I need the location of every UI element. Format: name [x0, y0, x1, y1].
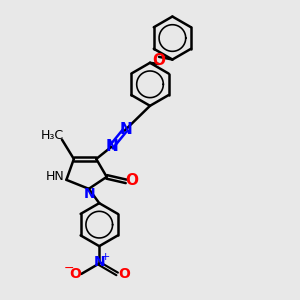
Text: N: N [84, 187, 96, 201]
Text: O: O [118, 267, 130, 281]
Text: N: N [119, 122, 132, 137]
Text: O: O [69, 267, 81, 281]
Text: H₃C: H₃C [41, 130, 64, 142]
Text: HN: HN [46, 170, 64, 183]
Text: −: − [64, 262, 75, 275]
Text: N: N [93, 255, 105, 269]
Text: O: O [125, 173, 138, 188]
Text: N: N [106, 139, 119, 154]
Text: +: + [101, 253, 110, 262]
Text: O: O [152, 53, 166, 68]
